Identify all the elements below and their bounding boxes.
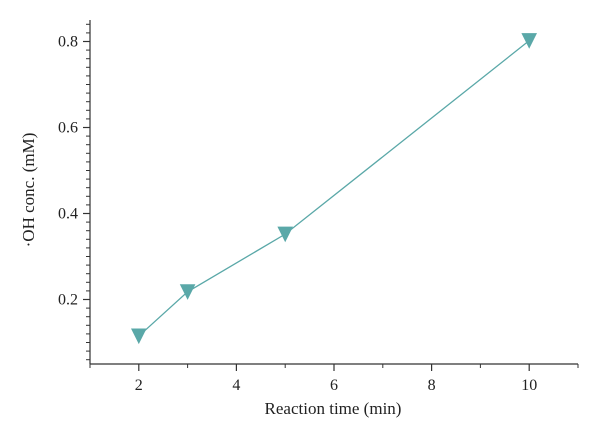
x-axis-title: Reaction time (min) [265,399,402,418]
ticks: 0.2 0.4 0.6 0.8 2 4 6 8 10 [58,23,579,394]
y-tick-label: 0.6 [58,120,78,137]
x-tick-label: 10 [521,377,537,394]
y-tick-label: 0.8 [58,34,78,51]
data-point [130,328,147,345]
x-tick-label: 8 [428,377,436,394]
series-line [138,40,530,337]
y-axis-title: ·OH conc. (mM) [19,133,38,248]
x-tick-label: 4 [232,377,240,394]
y-tick-label: 0.4 [58,206,78,223]
x-tick-label: 6 [330,377,338,394]
data-point [521,33,538,49]
data-point [179,284,196,300]
series [130,33,538,345]
y-tick-label: 0.2 [58,292,78,309]
axes [89,20,578,365]
data-point [277,226,294,243]
x-tick-label: 2 [135,377,143,394]
